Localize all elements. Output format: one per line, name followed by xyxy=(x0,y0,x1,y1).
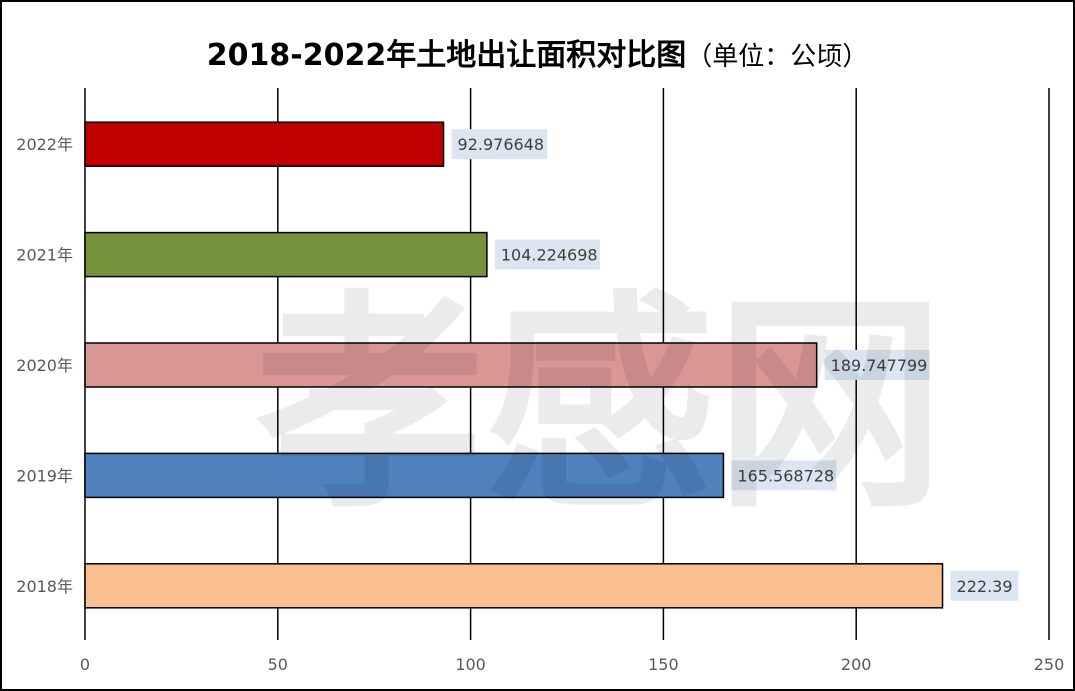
x-tick-label: 50 xyxy=(268,655,288,674)
bar-2018年 xyxy=(84,563,944,609)
y-axis-labels: 2022年 2021年 2020年 2019年 2018年 xyxy=(16,135,73,596)
x-tick-label: 0 xyxy=(80,655,90,674)
data-label: 165.568728 xyxy=(737,466,834,485)
y-tick-label: 2018年 xyxy=(16,577,73,596)
bar-2022年 xyxy=(84,121,445,167)
watermark-text: 孝感网 xyxy=(255,273,945,540)
data-label: 222.39 xyxy=(957,577,1013,596)
data-label: 189.747799 xyxy=(831,356,928,375)
chart-title: 2018-2022年土地出让面积对比图（单位：公顷） xyxy=(0,30,1075,74)
x-axis-labels: 0 50 100 150 200 250 xyxy=(80,655,1064,674)
data-label: 92.976648 xyxy=(458,135,545,154)
y-tick-label: 2020年 xyxy=(16,356,73,375)
bar-2021年 xyxy=(84,231,488,278)
data-label-box xyxy=(494,239,600,270)
data-label-box xyxy=(451,129,548,160)
x-tick-label: 250 xyxy=(1034,655,1065,674)
bar-2020年 xyxy=(84,342,818,388)
chart-title-unit: （单位：公顷） xyxy=(686,42,869,72)
watermark: 孝感网 xyxy=(255,273,945,540)
x-tick-label: 100 xyxy=(455,655,486,674)
y-tick-label: 2022年 xyxy=(16,135,73,154)
x-tick-label: 150 xyxy=(648,655,679,674)
chart-title-main: 2018-2022年土地出让面积对比图 xyxy=(206,38,687,73)
data-label-box xyxy=(731,460,837,491)
y-tick-label: 2021年 xyxy=(16,246,73,265)
x-tick-label: 200 xyxy=(841,655,872,674)
data-labels: 92.976648 104.224698 189.747799 165.568728 2… xyxy=(451,129,1019,601)
bars xyxy=(84,121,944,609)
data-label-box xyxy=(824,350,930,380)
data-label-box xyxy=(950,570,1019,601)
bar-2019年 xyxy=(84,452,725,499)
data-label: 104.224698 xyxy=(501,246,598,265)
y-tick-label: 2019年 xyxy=(16,466,73,485)
